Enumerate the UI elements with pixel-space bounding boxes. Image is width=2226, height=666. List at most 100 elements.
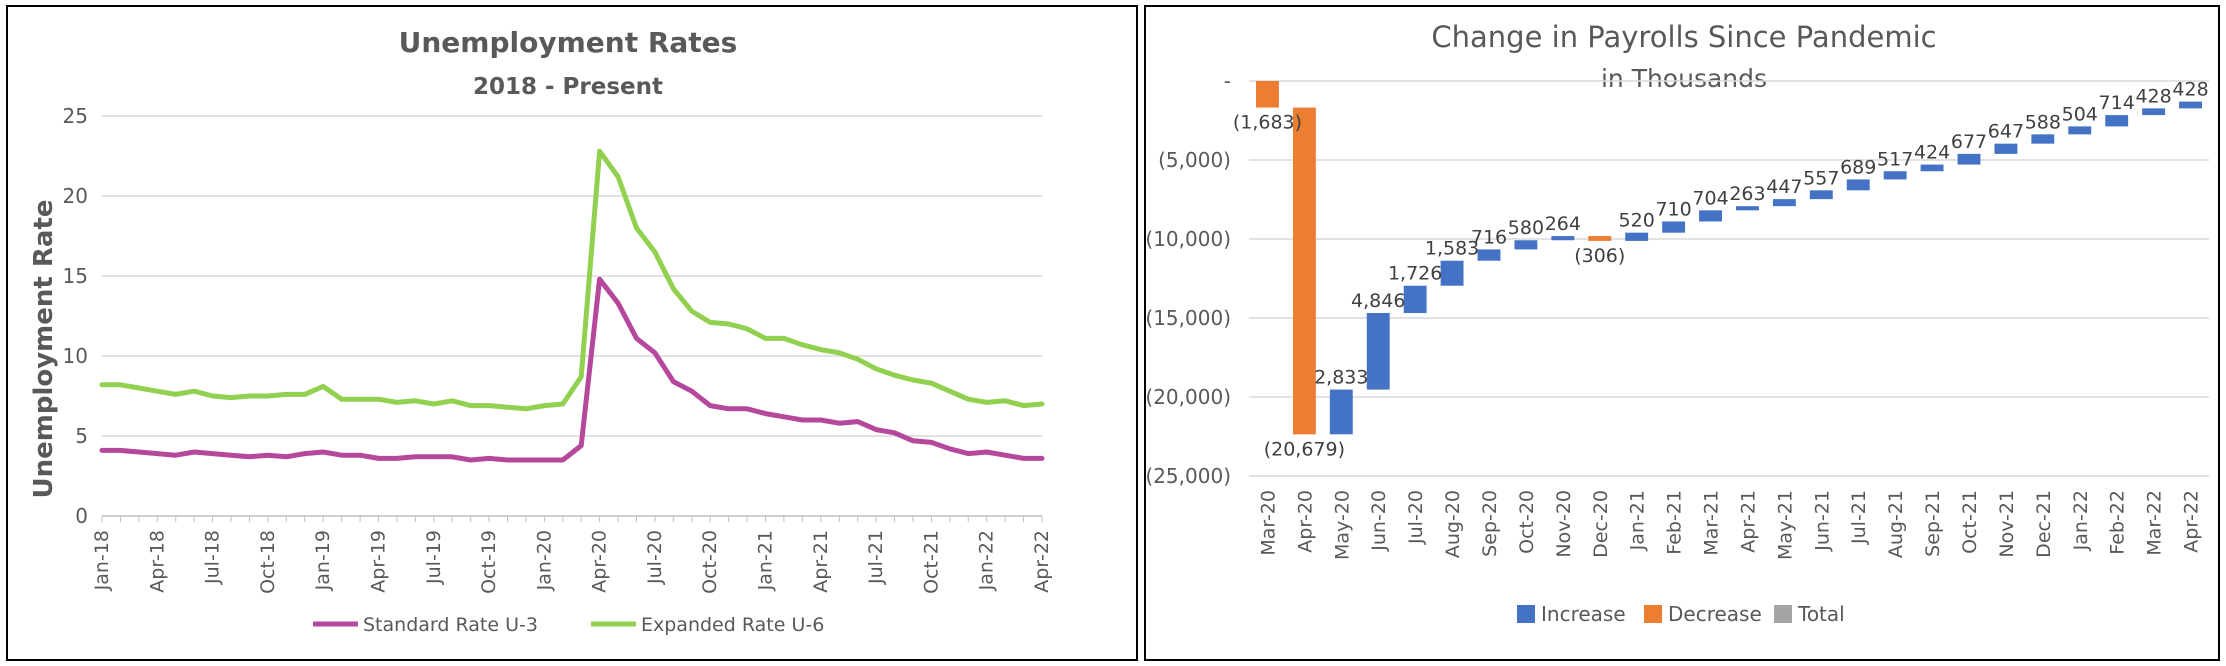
legend-label-decrease: Decrease [1668, 602, 1762, 626]
increase-bar [1920, 164, 1944, 172]
data-label: 504 [2062, 103, 2098, 125]
increase-bar [1625, 232, 1649, 241]
y-axis-label: Unemployment Rate [29, 199, 59, 498]
chart-title: Change in Payrolls Since Pandemic [1431, 20, 1936, 54]
data-label: 557 [1803, 167, 1839, 189]
chart-subtitle: in Thousands [1601, 64, 1767, 93]
decrease-bar [1588, 236, 1612, 241]
x-tick-label: Nov-20 [1553, 490, 1575, 558]
increase-bar [2031, 134, 2055, 144]
legend-label-u3: Standard Rate U-3 [363, 614, 538, 636]
y-tick-label: 20 [63, 184, 88, 208]
y-tick-label: - [1224, 69, 1231, 93]
x-tick-label: Oct-21 [920, 530, 942, 594]
x-tick-label: Oct-20 [1516, 490, 1538, 554]
increase-bar [1957, 153, 1981, 165]
increase-bar [1883, 171, 1907, 180]
x-axis-ticks: Mar-20 Apr-20 May-20 Jun-20 Jul-20 Aug-20 Sep-… [1257, 490, 2202, 560]
increase-bar [1477, 249, 1501, 261]
x-tick-label: Jul-19 [423, 530, 445, 585]
y-axis-ticks: - (5,000) (10,000) (15,000) (20,000) (25,000) [1146, 69, 1231, 488]
y-tick-label: (10,000) [1146, 227, 1231, 251]
x-tick-label: Dec-21 [2033, 490, 2055, 558]
increase-bar [1329, 389, 1353, 435]
x-tick-label: Nov-21 [1996, 490, 2018, 558]
data-label: 428 [2172, 79, 2208, 101]
x-tick-label: Mar-21 [1701, 490, 1723, 556]
y-tick-label: 5 [75, 424, 88, 448]
x-tick-label: Jul-18 [202, 530, 224, 585]
x-tick-label: Oct-19 [478, 530, 500, 594]
data-label: 1,583 [1425, 238, 1479, 260]
x-tick-label: Aug-21 [1885, 490, 1907, 558]
y-tick-label: 15 [63, 264, 88, 288]
x-tick-label: Jun-20 [1368, 490, 1390, 552]
series-line-expanded-rate-u-6 [99, 148, 1045, 412]
data-label: (1,683) [1233, 112, 1302, 134]
increase-bar [2105, 115, 2129, 127]
y-tick-label: (15,000) [1146, 306, 1231, 330]
x-tick-label: Jan-21 [755, 530, 777, 591]
data-label: 2,833 [1314, 367, 1368, 389]
increase-bar [1662, 221, 1686, 233]
x-tick-label: Jan-18 [91, 530, 113, 591]
data-label: 447 [1766, 176, 1802, 198]
x-tick-label: Apr-22 [1031, 530, 1053, 593]
data-label: 689 [1840, 156, 1876, 178]
increase-bar [1809, 190, 1833, 200]
data-label: 517 [1877, 148, 1913, 170]
waterfall-bars [1256, 81, 2202, 435]
x-tick-label: Mar-20 [1257, 490, 1279, 556]
y-tick-label: (20,000) [1146, 385, 1231, 409]
increase-bar [1366, 312, 1390, 390]
gridlines [102, 115, 1042, 517]
x-tick-label: Jan-19 [312, 530, 334, 591]
payrolls-change-chart-panel: Change in Payrolls Since Pandemic in Tho… [1144, 5, 2220, 661]
x-tick-label: Apr-19 [367, 530, 389, 593]
x-axis-ticks: Jan-18 Apr-18 Jul-18 Oct-18 Jan-19 Apr-19 Jul-… [91, 516, 1053, 594]
x-tick-label: Aug-20 [1442, 490, 1464, 558]
x-tick-label: Apr-22 [2181, 490, 2203, 553]
data-label: 710 [1655, 198, 1691, 220]
legend-label-total: Total [1797, 602, 1845, 626]
increase-bar [2068, 126, 2092, 135]
decrease-bar [1256, 81, 1279, 108]
x-tick-label: Apr-20 [589, 530, 611, 593]
legend-swatch-total [1774, 605, 1792, 623]
increase-bar [1846, 179, 1870, 191]
x-tick-label: May-20 [1331, 490, 1353, 560]
data-label: 1,726 [1388, 263, 1442, 285]
x-tick-label: Jul-20 [644, 530, 666, 585]
data-label: 263 [1729, 183, 1765, 205]
x-tick-label: Feb-22 [2107, 490, 2129, 555]
legend: Increase Decrease Total [1517, 602, 1845, 626]
y-tick-label: 25 [63, 104, 88, 128]
data-label: 424 [1914, 142, 1950, 164]
series-lines [99, 148, 1045, 463]
data-label: 520 [1619, 210, 1655, 232]
data-label: 4,846 [1351, 290, 1405, 312]
decrease-bar [1292, 107, 1316, 435]
increase-bar [2179, 101, 2202, 109]
increase-bar [1736, 206, 1759, 211]
increase-bar [1699, 210, 1722, 222]
legend: Standard Rate U-3 Expanded Rate U-6 [313, 614, 824, 636]
increase-bar [1772, 199, 1796, 207]
y-tick-label: 0 [75, 504, 88, 528]
increase-bar [1403, 285, 1427, 313]
legend-swatch-decrease [1644, 605, 1662, 623]
x-tick-label: Jul-20 [1405, 490, 1427, 545]
x-tick-label: Jun-21 [1811, 490, 1833, 552]
x-tick-label: Dec-20 [1590, 490, 1612, 558]
increase-bar [1514, 240, 1538, 250]
data-label: 647 [1988, 121, 2024, 143]
x-tick-label: Feb-21 [1664, 490, 1686, 555]
x-tick-label: Sep-20 [1479, 490, 1501, 557]
data-label: 714 [2099, 92, 2135, 114]
x-tick-label: Apr-18 [146, 530, 168, 593]
series-line-standard-rate-u-3 [99, 276, 1045, 463]
chart-title: Unemployment Rates [399, 26, 738, 59]
data-label: 677 [1951, 131, 1987, 153]
data-label: 428 [2135, 85, 2171, 107]
